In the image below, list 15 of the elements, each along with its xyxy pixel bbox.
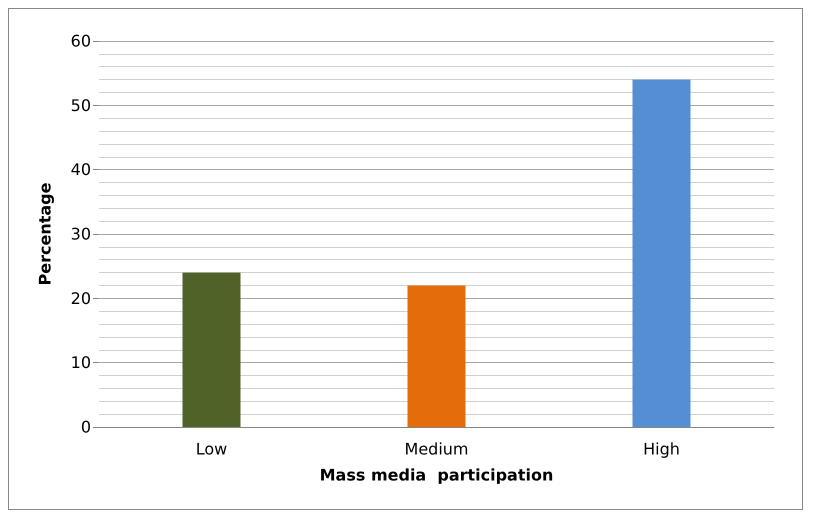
y-tick-label: 40 bbox=[70, 160, 91, 180]
y-tick-label: 10 bbox=[70, 353, 91, 372]
x-tick-label: High bbox=[643, 440, 680, 458]
y-tick-label: 60 bbox=[70, 32, 91, 50]
y-tick-label: 20 bbox=[70, 288, 91, 308]
x-tick-label: Medium bbox=[404, 440, 468, 458]
y-tick-label: 30 bbox=[70, 224, 91, 244]
y-axis-title: Percentage bbox=[36, 182, 54, 286]
x-axis-title: Mass media participation bbox=[320, 466, 554, 484]
y-tick-label: 50 bbox=[70, 96, 91, 115]
y-tick-label: 0 bbox=[80, 418, 91, 436]
bar bbox=[182, 272, 240, 427]
bar bbox=[632, 80, 690, 427]
bar bbox=[408, 285, 466, 427]
x-tick-label: Low bbox=[196, 440, 228, 458]
